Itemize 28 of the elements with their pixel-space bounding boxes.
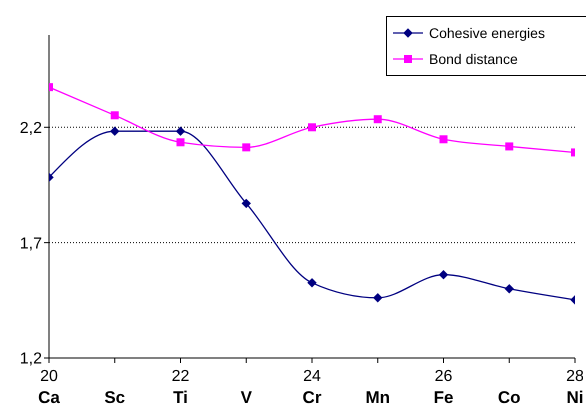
point: [176, 126, 185, 136]
legend-label: Cohesive energies: [429, 24, 545, 43]
y-tick-label: 1,7: [20, 235, 42, 252]
x-tick-label: Mn: [365, 388, 390, 407]
x-tick-label: 20 Ca: [38, 368, 60, 407]
x-tick-label: Co: [498, 388, 521, 407]
point: [504, 284, 514, 294]
point: [374, 115, 382, 124]
x-tick-label: 22 Ti: [172, 368, 190, 407]
x-tick-label: V: [240, 388, 253, 407]
point: [440, 135, 448, 144]
point: [110, 126, 120, 136]
x-tick-label: 24 Cr: [302, 368, 322, 407]
point: [439, 270, 448, 280]
y-tick-label: 1,2: [20, 350, 42, 368]
point: [242, 143, 250, 152]
x-tick-label: 26 Fe: [434, 368, 454, 407]
legend-label: Bond distance: [429, 50, 518, 69]
point: [308, 123, 316, 132]
point: [110, 111, 119, 120]
x-tick-label: Sc: [104, 388, 126, 407]
point: [176, 138, 184, 146]
point: [242, 198, 251, 208]
point: [308, 278, 316, 288]
point: [505, 142, 514, 150]
y-tick-label: 2,2: [20, 120, 42, 137]
point: [373, 293, 382, 302]
x-tick-label: 28 Ni: [566, 368, 584, 407]
